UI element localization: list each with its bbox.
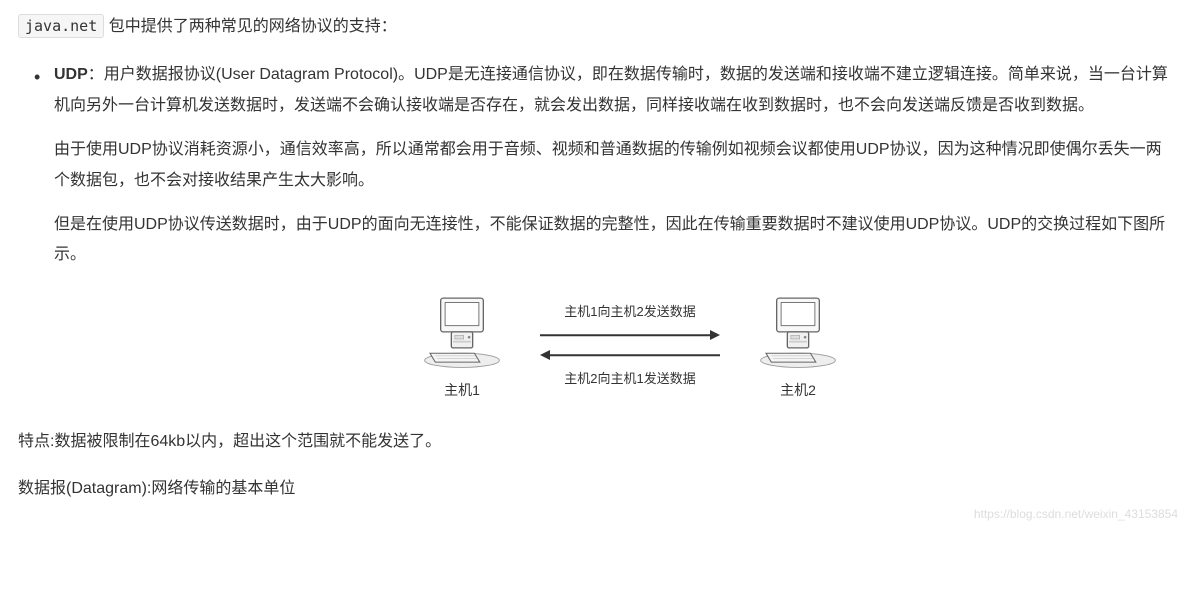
udp-para-3: 但是在使用UDP协议传送数据时，由于UDP的面向无连接性，不能保证数据的完整性，… <box>54 210 1170 271</box>
arrow-left-icon <box>540 347 720 363</box>
diagram-container: 主机1 主机1向主机2发送数据 主机2向主机1发送数据 <box>54 291 1170 404</box>
udp-term: UDP <box>54 66 88 83</box>
host2-label: 主机2 <box>780 377 816 404</box>
udp-p1: 用户数据报协议(User Datagram Protocol)。UDP是无连接通… <box>54 66 1168 113</box>
arrow-top-caption: 主机1向主机2发送数据 <box>564 300 695 325</box>
arrow-right-icon <box>540 327 720 343</box>
udp-item: UDP：用户数据报协议(User Datagram Protocol)。UDP是… <box>54 60 1170 403</box>
diagram: 主机1 主机1向主机2发送数据 主机2向主机1发送数据 <box>402 291 858 404</box>
host-2: 主机2 <box>738 291 858 404</box>
arrows-block: 主机1向主机2发送数据 主机2向主机1发送数据 <box>530 300 730 393</box>
arrow-bottom-caption: 主机2向主机1发送数据 <box>564 367 695 392</box>
footer-p2: 数据报(Datagram):网络传输的基本单位 <box>18 474 1170 504</box>
udp-sep: ： <box>88 66 104 83</box>
code-inline: java.net <box>18 14 104 38</box>
intro-text: 包中提供了两种常见的网络协议的支持： <box>104 18 396 35</box>
footer-p1: 特点:数据被限制在64kb以内，超出这个范围就不能发送了。 <box>18 427 1170 457</box>
watermark: https://blog.csdn.net/weixin_43153854 <box>974 503 1178 526</box>
computer-icon <box>753 291 843 371</box>
computer-icon <box>417 291 507 371</box>
udp-para-2: 由于使用UDP协议消耗资源小，通信效率高，所以通常都会用于音频、视频和普通数据的… <box>54 135 1170 196</box>
protocol-list: UDP：用户数据报协议(User Datagram Protocol)。UDP是… <box>18 60 1170 403</box>
host-1: 主机1 <box>402 291 522 404</box>
host1-label: 主机1 <box>444 377 480 404</box>
intro-line: java.net 包中提供了两种常见的网络协议的支持： <box>18 12 1170 42</box>
udp-para-1: UDP：用户数据报协议(User Datagram Protocol)。UDP是… <box>54 60 1170 121</box>
